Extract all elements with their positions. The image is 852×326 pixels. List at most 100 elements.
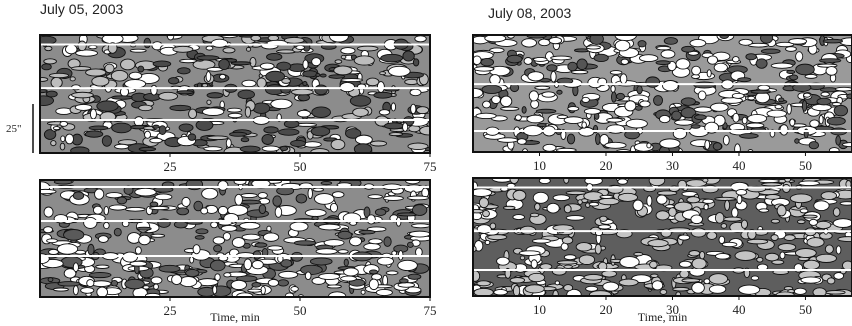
contour-blob — [384, 237, 391, 247]
contour-blob — [340, 82, 355, 91]
contour-blob — [637, 86, 642, 94]
contour-blob — [151, 277, 162, 284]
contour-blob — [533, 57, 547, 61]
contour-blob — [525, 285, 544, 293]
contour-blob — [398, 260, 418, 270]
contour-blob — [319, 273, 340, 279]
contour-blob — [202, 84, 207, 87]
contour-blob — [219, 74, 225, 79]
x-tick-label: 25 — [164, 159, 177, 174]
contour-blob — [123, 252, 138, 262]
contour-blob — [125, 207, 145, 211]
contour-blob — [739, 39, 752, 45]
contour-blob — [284, 37, 304, 43]
contour-blob — [193, 245, 200, 254]
contour-blob — [809, 142, 818, 149]
contour-blob — [501, 107, 519, 110]
contour-blob — [797, 220, 805, 224]
contour-panel — [467, 174, 852, 301]
contour-blob — [264, 127, 278, 133]
contour-blob — [579, 255, 594, 265]
contour-blob — [721, 224, 727, 229]
contour-blob — [60, 143, 65, 150]
contour-blob — [130, 49, 146, 52]
contour-blob — [242, 234, 260, 240]
x-tick-label: 10 — [533, 302, 546, 317]
contour-blob — [673, 128, 686, 139]
contour-blob — [408, 274, 421, 279]
contour-blob — [341, 48, 355, 54]
contour-blob — [549, 37, 562, 43]
contour-blob — [188, 134, 196, 141]
contour-blob — [330, 203, 337, 212]
contour-blob — [305, 209, 326, 216]
contour-blob — [61, 136, 65, 142]
contour-blob — [814, 201, 829, 211]
contour-blob — [53, 127, 60, 130]
contour-blob — [618, 179, 628, 184]
contour-blob — [595, 244, 601, 254]
contour-blob — [350, 237, 362, 246]
contour-blob — [790, 194, 812, 203]
contour-blob — [692, 258, 706, 269]
contour-blob — [383, 196, 403, 200]
contour-blob — [291, 140, 306, 146]
contour-panel — [33, 31, 436, 157]
contour-blob — [490, 223, 496, 229]
contour-blob — [232, 238, 245, 248]
contour-blob — [312, 58, 321, 66]
contour-blob — [746, 123, 764, 128]
contour-blob — [825, 245, 833, 253]
contour-blob — [150, 206, 170, 209]
contour-blob — [49, 73, 68, 77]
contour-blob — [376, 289, 392, 295]
contour-panel — [32, 177, 432, 301]
contour-blob — [44, 59, 57, 64]
contour-blob — [97, 287, 108, 297]
contour-blob — [112, 96, 133, 99]
contour-blob — [377, 82, 384, 93]
contour-blob — [296, 123, 316, 126]
contour-blob — [513, 285, 519, 296]
contour-blob — [531, 260, 537, 269]
contour-blob — [130, 261, 147, 266]
contour-blob — [694, 107, 712, 112]
contour-blob — [748, 96, 755, 100]
contour-blob — [314, 194, 334, 205]
contour-blob — [836, 136, 841, 145]
contour-blob — [271, 99, 292, 108]
x-tick-label: 40 — [732, 158, 745, 173]
contour-blob — [211, 39, 227, 47]
contour-blob — [85, 131, 103, 137]
contour-blob — [356, 135, 373, 144]
contour-blob — [42, 64, 52, 70]
contour-blob — [542, 92, 555, 97]
contour-blob — [368, 195, 382, 199]
contour-blob — [389, 133, 402, 136]
contour-blob — [705, 140, 710, 149]
contour-blob — [594, 54, 608, 61]
contour-blob — [524, 57, 532, 64]
contour-blob — [827, 278, 835, 284]
contour-blob — [296, 194, 307, 203]
contour-blob — [736, 189, 747, 195]
contour-blob — [794, 288, 806, 294]
contour-blob — [494, 289, 508, 295]
contour-blob — [607, 125, 625, 134]
x-tick-label: 75 — [424, 159, 437, 174]
contour-blob — [284, 120, 299, 127]
contour-blob — [416, 107, 428, 114]
contour-blob — [777, 205, 786, 216]
contour-blob — [748, 114, 767, 122]
contour-blob — [412, 205, 426, 216]
contour-blob — [338, 250, 348, 254]
contour-blob — [344, 268, 359, 276]
contour-blob — [482, 85, 502, 93]
x-tick-label: 50 — [294, 303, 307, 318]
contour-blob — [375, 209, 385, 216]
contour-blob — [540, 264, 552, 270]
contour-blob — [366, 78, 379, 86]
contour-blob — [70, 77, 75, 81]
contour-blob — [111, 280, 117, 286]
contour-blob — [515, 115, 521, 121]
